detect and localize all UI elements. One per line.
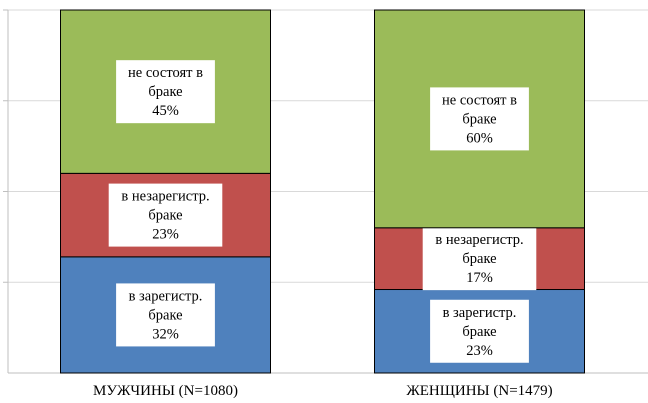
data-label: 17%	[466, 270, 493, 286]
data-label: браке	[462, 251, 496, 267]
data-label-box	[430, 299, 529, 363]
data-label: браке	[148, 307, 182, 323]
data-label: в зарегистр.	[129, 288, 203, 304]
data-label: 60%	[466, 130, 493, 146]
data-label: в незарегистр.	[121, 189, 209, 205]
data-label-box	[116, 283, 215, 347]
bars: в зарегистр. браке 32% в незарегистр. браке 2…	[60, 9, 585, 374]
data-label: не состоят в	[128, 65, 203, 81]
data-label: не состоят в	[442, 92, 517, 108]
data-label: в зарегистр.	[443, 305, 517, 321]
category-label: ЖЕНЩИНЫ (N=1479)	[406, 383, 552, 399]
data-label: 23%	[152, 227, 179, 243]
data-label: браке	[148, 208, 182, 224]
data-label: 45%	[152, 103, 179, 119]
data-label: браке	[462, 324, 496, 340]
data-label-box	[116, 60, 215, 124]
category-labels: МУЖЧИНЫ (N=1080) ЖЕНЩИНЫ (N=1479)	[93, 383, 553, 399]
category-label: МУЖЧИНЫ (N=1080)	[93, 383, 238, 399]
data-label: 32%	[152, 326, 179, 342]
data-label: браке	[148, 84, 182, 100]
data-label-box	[108, 183, 223, 247]
data-label-box	[422, 227, 537, 291]
data-label: 23%	[466, 343, 493, 359]
data-label-box	[430, 87, 529, 151]
data-label: браке	[462, 111, 496, 127]
data-label: в незарегистр.	[435, 232, 523, 248]
